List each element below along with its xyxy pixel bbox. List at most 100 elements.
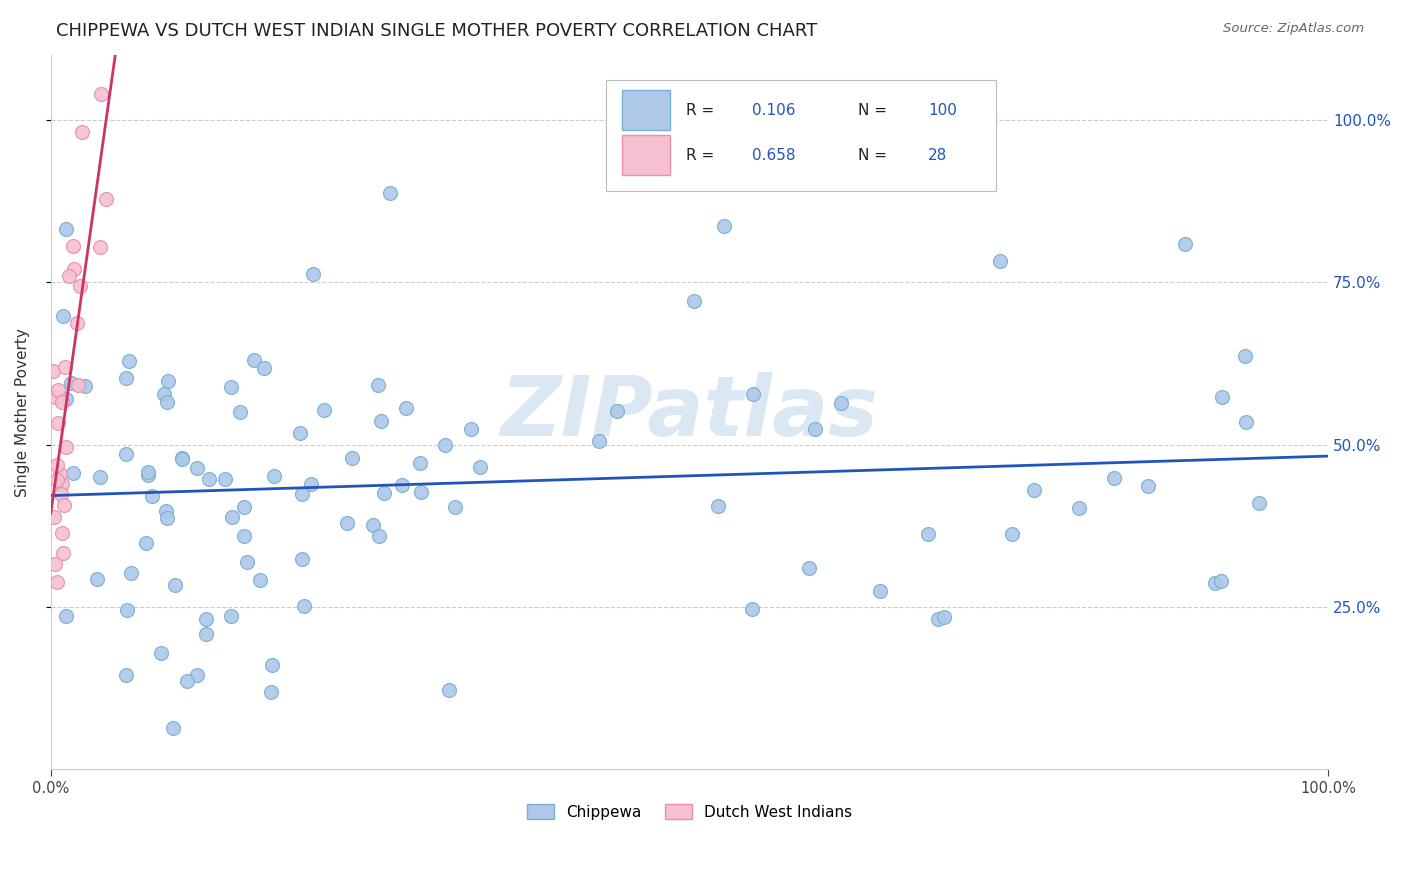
Point <box>176 674 198 689</box>
Point <box>153 387 176 401</box>
Point <box>46 574 69 589</box>
Point <box>927 611 949 625</box>
Point <box>260 657 283 672</box>
Point <box>62 467 84 481</box>
Point <box>682 294 704 309</box>
Point <box>336 516 359 530</box>
Point <box>263 469 285 483</box>
Point <box>114 447 136 461</box>
Point <box>799 561 821 575</box>
Text: ZIPatlas: ZIPatlas <box>501 372 879 453</box>
Point <box>70 125 93 139</box>
FancyBboxPatch shape <box>621 136 671 175</box>
Point <box>214 472 236 486</box>
Point <box>606 404 628 418</box>
Point <box>437 683 460 698</box>
Point <box>53 498 76 512</box>
Point <box>42 364 65 378</box>
Point <box>228 405 250 419</box>
Point <box>165 577 187 591</box>
Point <box>460 422 482 436</box>
Point <box>249 573 271 587</box>
Point <box>156 374 179 388</box>
Point <box>55 609 77 624</box>
Point <box>378 186 401 200</box>
Point <box>44 390 66 404</box>
Point <box>301 268 323 282</box>
Point <box>1001 527 1024 541</box>
Text: CHIPPEWA VS DUTCH WEST INDIAN SINGLE MOTHER POVERTY CORRELATION CHART: CHIPPEWA VS DUTCH WEST INDIAN SINGLE MOT… <box>56 22 817 40</box>
Point <box>1102 471 1125 485</box>
Point <box>52 546 75 560</box>
Point <box>232 529 254 543</box>
Point <box>42 509 65 524</box>
Point <box>1136 478 1159 492</box>
Point <box>232 500 254 514</box>
Point <box>411 485 433 500</box>
Point <box>219 380 242 394</box>
Point <box>73 379 96 393</box>
Point <box>60 376 83 391</box>
Point <box>198 472 221 486</box>
Y-axis label: Single Mother Poverty: Single Mother Poverty <box>15 327 30 497</box>
Point <box>713 219 735 233</box>
Point <box>156 395 179 409</box>
Point <box>243 353 266 368</box>
Point <box>66 316 89 330</box>
Point <box>292 599 315 613</box>
Point <box>55 392 77 407</box>
Text: N =: N = <box>858 147 891 162</box>
Point <box>468 460 491 475</box>
Point <box>988 254 1011 268</box>
Point <box>395 401 418 416</box>
Point <box>917 527 939 541</box>
Point <box>53 360 76 375</box>
Legend: Chippewa, Dutch West Indians: Chippewa, Dutch West Indians <box>520 798 859 826</box>
Point <box>260 684 283 698</box>
Point <box>55 221 77 235</box>
Point <box>340 451 363 466</box>
Point <box>741 387 763 401</box>
Point <box>90 87 112 101</box>
Point <box>51 526 73 541</box>
Point <box>94 192 117 206</box>
Point <box>170 452 193 467</box>
Point <box>67 378 90 392</box>
Point <box>89 240 111 254</box>
Point <box>588 434 610 448</box>
Text: Source: ZipAtlas.com: Source: ZipAtlas.com <box>1223 22 1364 36</box>
Point <box>86 572 108 586</box>
Point <box>299 477 322 491</box>
Point <box>1022 483 1045 497</box>
Point <box>391 477 413 491</box>
Text: 0.658: 0.658 <box>752 147 796 162</box>
Point <box>219 609 242 624</box>
Point <box>51 395 73 409</box>
Point <box>221 509 243 524</box>
Point <box>803 422 825 436</box>
Point <box>314 403 336 417</box>
Text: 28: 28 <box>928 147 948 162</box>
Point <box>46 473 69 487</box>
Point <box>869 583 891 598</box>
Text: N =: N = <box>858 103 891 118</box>
Point <box>367 377 389 392</box>
Point <box>69 279 91 293</box>
Point <box>117 354 139 368</box>
Point <box>156 511 179 525</box>
Point <box>291 552 314 566</box>
Point <box>1234 415 1257 429</box>
Point <box>58 269 80 284</box>
Point <box>46 417 69 431</box>
Text: 100: 100 <box>928 103 957 118</box>
Point <box>368 528 391 542</box>
Point <box>830 396 852 410</box>
Point <box>120 566 142 580</box>
Point <box>155 504 177 518</box>
Point <box>55 440 77 454</box>
Point <box>115 603 138 617</box>
FancyBboxPatch shape <box>606 80 995 191</box>
Point <box>741 602 763 616</box>
Point <box>409 456 432 470</box>
Point <box>89 470 111 484</box>
